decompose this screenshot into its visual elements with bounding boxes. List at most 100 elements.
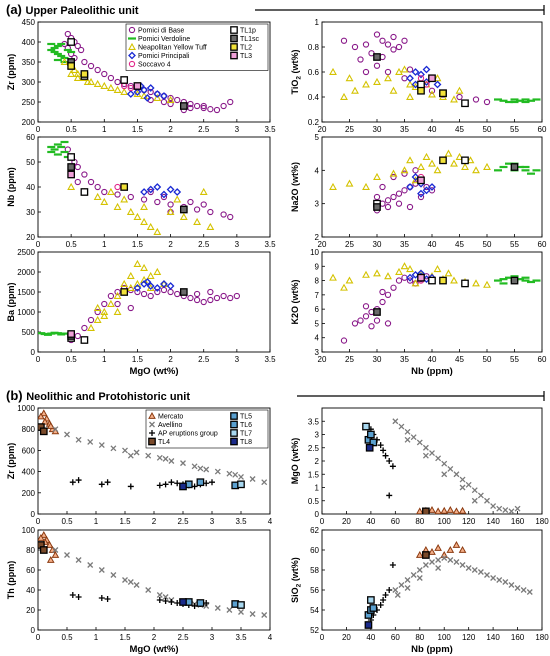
data-point — [64, 431, 70, 438]
data-point — [453, 559, 460, 565]
x-tick-label: 20 — [318, 240, 327, 249]
data-point — [389, 463, 396, 470]
series-avellino — [392, 418, 521, 514]
data-point — [179, 598, 187, 606]
data-point — [39, 409, 48, 417]
data-point — [496, 577, 503, 583]
y-tick-label: 200 — [22, 489, 36, 498]
x-tick-label: 60 — [391, 517, 400, 526]
data-point — [490, 575, 497, 581]
data-point — [203, 466, 210, 473]
legend-marker — [230, 412, 238, 420]
data-point — [39, 427, 48, 436]
data-point — [428, 90, 436, 98]
data-point — [411, 68, 420, 76]
data-point — [133, 82, 142, 90]
y-tick-label: 60 — [26, 133, 35, 142]
plot-frame — [321, 21, 543, 123]
legend-marker — [149, 430, 155, 436]
data-point — [351, 320, 359, 327]
data-point — [406, 265, 414, 273]
y-tick-label: 2000 — [17, 268, 35, 277]
data-point — [384, 41, 392, 48]
x-tick-label: 0 — [320, 633, 325, 642]
data-point — [75, 436, 82, 443]
data-point — [406, 74, 414, 83]
data-point — [428, 87, 436, 94]
x-tick-label: 3.5 — [235, 517, 247, 526]
data-point — [417, 273, 425, 282]
x-tick-label: 2.5 — [177, 517, 189, 526]
x-tick-label: 3.5 — [264, 355, 276, 364]
x-tick-label: 50 — [483, 125, 492, 134]
series-ap-eruptions-group — [69, 477, 215, 490]
data-point — [94, 308, 101, 316]
data-point — [351, 43, 359, 51]
y-tick-label: 8 — [315, 277, 320, 286]
legend-marker — [128, 26, 136, 34]
plot-frame — [321, 136, 543, 238]
data-point — [233, 292, 241, 300]
data-point — [450, 95, 458, 103]
x-tick-label: 25 — [345, 355, 354, 364]
data-point — [514, 505, 521, 512]
data-point — [461, 99, 469, 108]
data-point — [51, 550, 60, 558]
legend-marker — [148, 411, 156, 419]
legend-box — [145, 409, 269, 449]
data-point — [81, 58, 88, 66]
x-tick-label: 3 — [235, 240, 240, 249]
data-point — [395, 43, 403, 51]
x-tick-label: 0.5 — [61, 517, 73, 526]
data-point — [67, 38, 75, 46]
data-point — [133, 449, 140, 456]
data-point — [395, 267, 403, 275]
data-point — [429, 450, 435, 457]
legend-label: Neapolitan Yellow Tuff — [138, 45, 207, 52]
series-tl8 — [179, 482, 187, 491]
data-point — [133, 88, 142, 96]
data-point — [401, 187, 408, 194]
data-point — [238, 609, 244, 615]
data-layer — [38, 409, 268, 491]
legend-marker — [230, 51, 238, 60]
data-point — [207, 288, 214, 296]
data-point — [127, 452, 134, 459]
data-point — [417, 193, 425, 201]
data-point — [122, 577, 128, 583]
x-tick-label: 2.5 — [198, 355, 210, 364]
data-point — [458, 545, 467, 553]
data-point — [373, 308, 381, 316]
x-tick-label: 0 — [320, 517, 325, 526]
data-point — [398, 582, 405, 588]
x-tick-label: 4 — [268, 633, 273, 642]
legend-label: Pomici di Base — [138, 28, 184, 35]
data-point — [114, 288, 121, 296]
data-point — [446, 505, 455, 513]
x-tick-label: 3.5 — [264, 240, 276, 249]
section-letter: (a) — [6, 2, 26, 17]
x-tick-label: 1 — [94, 633, 99, 642]
y-tick-label: 4 — [315, 334, 320, 343]
x-tick-label: 20 — [318, 125, 327, 134]
data-point — [389, 562, 396, 568]
plot-frame — [321, 251, 543, 353]
data-point — [373, 77, 381, 85]
x-axis-label: MgO (wt%) — [129, 644, 178, 655]
data-point — [395, 190, 403, 197]
data-point — [362, 303, 370, 310]
data-point — [508, 508, 515, 514]
panel-a5: 0 0.5 1 1.5 2 2.5 3 3.5 0 500 1000 1500 2000 2500 Ba (… — [6, 248, 276, 377]
y-tick-label: 350 — [22, 58, 36, 67]
y-tick-label: 1000 — [17, 308, 35, 317]
data-point — [398, 423, 405, 430]
data-point — [174, 290, 181, 298]
data-point — [145, 452, 152, 459]
data-point — [373, 317, 381, 324]
data-point — [455, 86, 464, 94]
data-point — [227, 98, 234, 106]
data-point — [147, 292, 154, 300]
x-tick-label: 0 — [36, 240, 41, 249]
y-tick-label: 54 — [310, 606, 319, 615]
data-point — [496, 505, 503, 512]
